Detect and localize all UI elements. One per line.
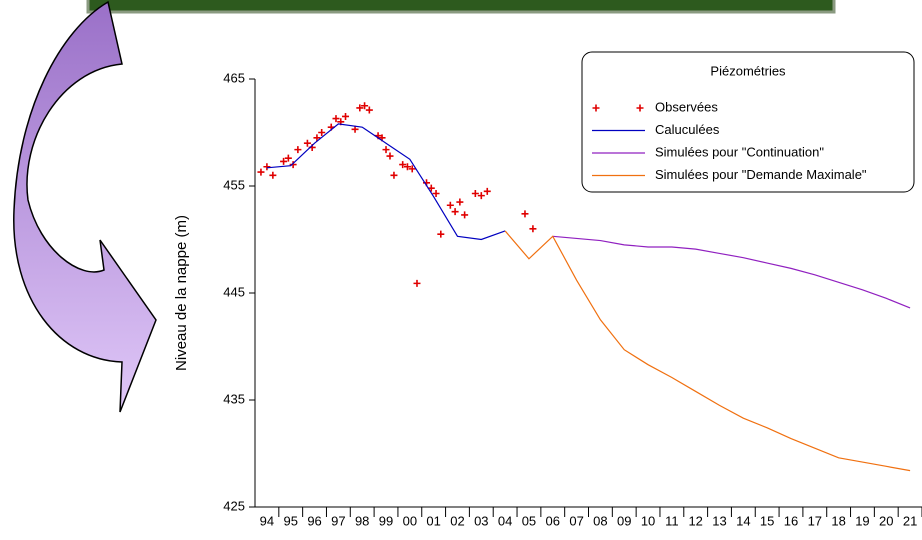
x-tick-label: 09 [617, 513, 631, 528]
observed-point [521, 210, 529, 218]
x-tick-label: 08 [593, 513, 607, 528]
observed-point [280, 157, 288, 165]
y-tick-label: 445 [223, 284, 245, 299]
legend-marker [592, 104, 600, 112]
observed-point [263, 163, 271, 171]
observed-point [471, 189, 479, 197]
x-tick-label: 95 [283, 513, 297, 528]
observed-point [332, 115, 340, 123]
y-tick-label: 465 [223, 70, 245, 85]
y-tick-label: 455 [223, 177, 245, 192]
x-tick-label: 97 [331, 513, 345, 528]
observed-point [446, 201, 454, 209]
observed-point [432, 189, 440, 197]
observed-point [483, 187, 491, 195]
observed-point [413, 279, 421, 287]
observed-point [461, 211, 469, 219]
legend-marker [636, 104, 644, 112]
legend-label: Observées [655, 99, 718, 114]
x-tick-label: 10 [641, 513, 655, 528]
x-tick-label: 94 [260, 513, 274, 528]
legend-label: Simulées pour "Demande Maximale" [655, 167, 867, 182]
y-tick-label: 425 [223, 498, 245, 513]
x-tick-label: 11 [665, 513, 679, 528]
observed-point [356, 104, 364, 112]
x-tick-label: 18 [831, 513, 845, 528]
observed-point [451, 208, 459, 216]
x-tick-label: 04 [498, 513, 512, 528]
observed-point [456, 198, 464, 206]
x-tick-label: 06 [546, 513, 560, 528]
x-tick-label: 99 [379, 513, 393, 528]
observed-point [313, 134, 321, 142]
x-tick-label: 07 [569, 513, 583, 528]
series-line [504, 230, 911, 472]
x-tick-label: 03 [474, 513, 488, 528]
observed-point [289, 161, 297, 169]
observed-point [477, 192, 485, 200]
observed-point [303, 139, 311, 147]
x-tick-label: 21 [903, 513, 917, 528]
observed-point [529, 225, 537, 233]
arrow [13, 0, 157, 413]
legend-box [581, 51, 915, 193]
observed-point [257, 168, 265, 176]
x-tick-label: 17 [808, 513, 822, 528]
series-line [266, 123, 506, 241]
x-tick-label: 98 [355, 513, 369, 528]
x-tick-label: 02 [450, 513, 464, 528]
observed-point [269, 171, 277, 179]
observed-point [294, 146, 302, 154]
legend-label: Simulées pour "Continuation" [655, 144, 824, 159]
observed-point [390, 171, 398, 179]
x-tick-label: 96 [307, 513, 321, 528]
x-tick-label: 20 [879, 513, 893, 528]
observed-point [361, 102, 369, 110]
observed-point [351, 125, 359, 133]
x-tick-label: 12 [688, 513, 702, 528]
observed-point [342, 112, 350, 120]
banner [86, 0, 836, 14]
observed-point [408, 165, 416, 173]
observed-point [403, 163, 411, 171]
y-tick-label: 435 [223, 391, 245, 406]
observed-point [318, 129, 326, 136]
series-line [552, 235, 911, 309]
x-tick-label: 16 [784, 513, 798, 528]
observed-point [365, 106, 373, 114]
y-axis-label: Niveau de la nappe (m) [173, 215, 190, 371]
x-tick-label: 00 [403, 513, 417, 528]
observed-point [284, 154, 292, 162]
x-tick-label: 05 [522, 513, 536, 528]
x-tick-label: 19 [855, 513, 869, 528]
legend-label: Caluculées [655, 122, 720, 137]
observed-point [437, 230, 445, 238]
x-tick-label: 01 [426, 513, 440, 528]
x-tick-label: 14 [736, 513, 750, 528]
legend-title: Piézométries [710, 63, 786, 78]
x-tick-label: 13 [712, 513, 726, 528]
observed-point [386, 152, 394, 160]
x-tick-label: 15 [760, 513, 774, 528]
observed-point [382, 146, 390, 154]
observed-point [427, 184, 435, 192]
observed-point [399, 161, 407, 169]
